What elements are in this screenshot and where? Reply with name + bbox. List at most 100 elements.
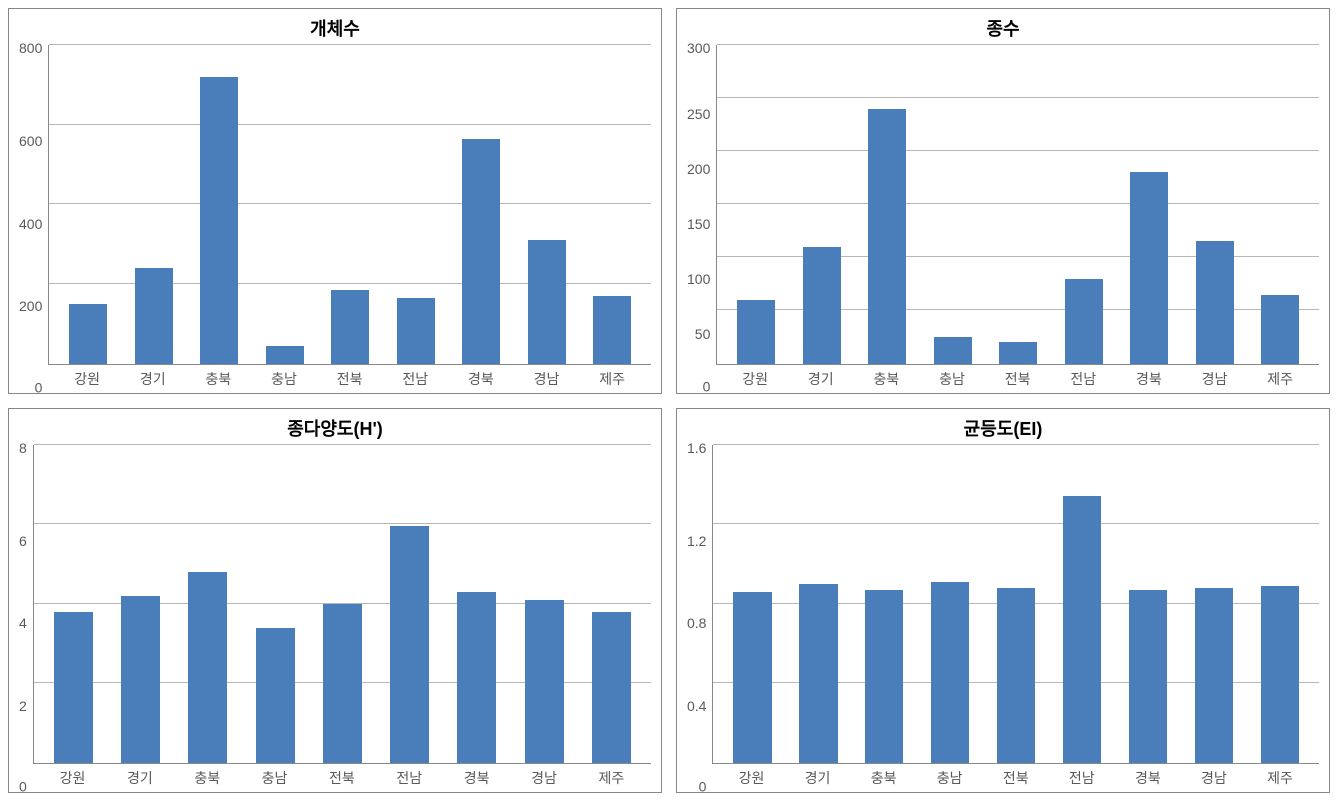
- bar: [121, 596, 160, 763]
- bar: [1130, 172, 1168, 363]
- bar: [1261, 295, 1299, 364]
- plot-wrap: 8006004002000강원경기충북충남전북전남경북경남제주: [19, 45, 651, 389]
- bar: [931, 582, 969, 763]
- bar-slot: [309, 445, 376, 764]
- bar: [390, 526, 429, 763]
- x-tick-label: 경북: [1115, 768, 1181, 788]
- bar-slot: [121, 45, 187, 364]
- x-tick-label: 충남: [241, 768, 308, 788]
- bar: [1065, 279, 1103, 364]
- x-tick-label: 제주: [578, 768, 645, 788]
- bar: [868, 109, 906, 364]
- y-tick-label: 1.2: [687, 534, 706, 548]
- y-axis: 8006004002000: [19, 45, 48, 389]
- x-tick-label: 강원: [722, 369, 788, 389]
- plot-area: [33, 445, 651, 765]
- x-tick-label: 경북: [443, 768, 510, 788]
- bar-slot: [55, 45, 121, 364]
- y-axis: 300250200150100500: [687, 45, 716, 389]
- bar-slot: [383, 45, 449, 364]
- bars-container: [34, 445, 651, 764]
- bar-slot: [920, 45, 986, 364]
- y-tick-label: 250: [687, 107, 710, 121]
- bar: [999, 342, 1037, 363]
- plot-wrap: 300250200150100500강원경기충북충남전북전남경북경남제주: [687, 45, 1319, 389]
- chart-title: 종수: [687, 15, 1319, 41]
- y-axis: 86420: [19, 445, 33, 789]
- bar-slot: [174, 445, 241, 764]
- x-tick-label: 경남: [514, 369, 580, 389]
- bar-slot: [578, 445, 645, 764]
- chart-panel-diversity: 종다양도(H') 86420강원경기충북충남전북전남경북경남제주: [8, 408, 662, 794]
- chart-grid: 개체수8006004002000강원경기충북충남전북전남경북경남제주종수3002…: [8, 8, 1330, 793]
- bar-slot: [1051, 45, 1117, 364]
- bar: [733, 592, 771, 763]
- x-tick-label: 전남: [1049, 768, 1115, 788]
- bar: [737, 300, 775, 364]
- x-tick-label: 제주: [1247, 369, 1313, 389]
- x-tick-label: 전북: [317, 369, 383, 389]
- bar: [135, 268, 173, 364]
- bar: [1063, 496, 1101, 763]
- bar-slot: [252, 45, 318, 364]
- y-tick-label: 200: [687, 162, 710, 176]
- chart-panel-species: 종수300250200150100500강원경기충북충남전북전남경북경남제주: [676, 8, 1330, 394]
- x-tick-label: 전북: [985, 369, 1051, 389]
- y-tick-label: 0.4: [687, 699, 706, 713]
- bar-slot: [1182, 45, 1248, 364]
- bar-slot: [723, 45, 789, 364]
- y-tick-label: 150: [687, 217, 710, 231]
- bar: [528, 240, 566, 363]
- bar-slot: [917, 445, 983, 764]
- x-tick-label: 충남: [917, 768, 983, 788]
- bar: [803, 247, 841, 364]
- y-tick-label: 0.8: [687, 616, 706, 630]
- x-tick-label: 전남: [1050, 369, 1116, 389]
- bar-slot: [789, 45, 855, 364]
- x-tick-label: 충남: [251, 369, 317, 389]
- y-tick-label: 1.6: [687, 440, 706, 454]
- plot-column: 강원경기충북충남전북전남경북경남제주: [712, 445, 1319, 789]
- y-tick-label: 0: [35, 380, 43, 394]
- plot-column: 강원경기충북충남전북전남경북경남제주: [33, 445, 651, 789]
- bars-container: [713, 445, 1319, 764]
- bar-slot: [186, 45, 252, 364]
- bar: [1196, 241, 1234, 363]
- plot-column: 강원경기충북충남전북전남경북경남제주: [48, 45, 651, 389]
- bar: [525, 600, 564, 763]
- x-tick-label: 충북: [854, 369, 920, 389]
- y-tick-label: 0: [19, 780, 27, 794]
- bar-slot: [854, 45, 920, 364]
- y-tick-label: 300: [687, 41, 710, 55]
- x-tick-label: 강원: [718, 768, 784, 788]
- x-tick-label: 경기: [785, 768, 851, 788]
- x-tick-label: 전남: [376, 768, 443, 788]
- y-tick-label: 600: [19, 134, 42, 148]
- bar: [593, 296, 631, 364]
- x-tick-label: 경남: [510, 768, 577, 788]
- x-tick-label: 충북: [174, 768, 241, 788]
- x-axis: 강원경기충북충남전북전남경북경남제주: [716, 365, 1319, 389]
- x-tick-label: 경북: [1116, 369, 1182, 389]
- x-tick-label: 경기: [788, 369, 854, 389]
- x-axis: 강원경기충북충남전북전남경북경남제주: [33, 764, 651, 788]
- bar: [934, 337, 972, 364]
- bar: [331, 290, 369, 364]
- bar: [1195, 588, 1233, 763]
- bar: [799, 584, 837, 763]
- y-tick-label: 6: [19, 534, 27, 548]
- plot-column: 강원경기충북충남전북전남경북경남제주: [716, 45, 1319, 389]
- bar: [266, 346, 304, 364]
- y-tick-label: 0: [699, 780, 707, 794]
- x-tick-label: 경남: [1182, 369, 1248, 389]
- x-tick-label: 전남: [382, 369, 448, 389]
- bar: [865, 590, 903, 763]
- y-tick-label: 200: [19, 299, 42, 313]
- bar-slot: [851, 445, 917, 764]
- bar-slot: [443, 445, 510, 764]
- bar-slot: [1116, 45, 1182, 364]
- bar-slot: [40, 445, 107, 764]
- chart-title: 종다양도(H'): [19, 415, 651, 441]
- bar: [54, 612, 93, 763]
- bar: [462, 139, 500, 364]
